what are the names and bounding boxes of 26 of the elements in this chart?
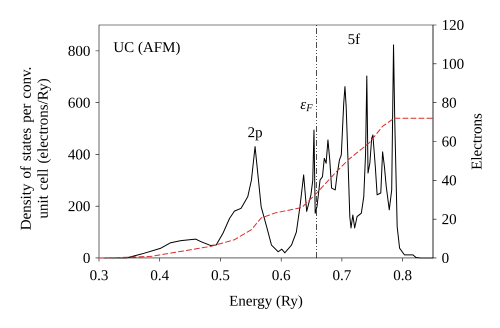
annotation: 5f — [348, 33, 360, 44]
x-tick-label: 0.4 — [150, 270, 169, 280]
y2-tick-label: 60 — [442, 136, 456, 147]
y-tick-label: 600 — [68, 98, 90, 108]
y-tick-label: 800 — [68, 46, 90, 56]
y2-tick-label: 0 — [442, 252, 449, 264]
y2-tick-label: 120 — [442, 20, 464, 30]
y-tick-label: 200 — [68, 201, 90, 212]
ref-line-label: ε$_{F}$ — [300, 102, 313, 112]
y2-tick-label: 100 — [442, 58, 464, 69]
y-tick-label: 400 — [68, 149, 90, 160]
y2-axis-title: Electrons — [471, 114, 482, 170]
annotation: UC (AFM) — [114, 42, 180, 56]
y2-tick-label: 40 — [442, 175, 456, 186]
y-axis-title: Density of states per conv. unit cell (electrons/Ry) — [20, 68, 51, 230]
x-tick-label: 0.3 — [90, 270, 108, 280]
x-tick-label: 0.7 — [333, 270, 351, 280]
y-tick-label: 0 — [83, 252, 90, 264]
y2-tick-label: 80 — [442, 98, 456, 108]
annotation: 2p — [248, 127, 262, 140]
x-tick-label: 0.6 — [272, 270, 290, 280]
line-series — [98, 118, 434, 258]
x-tick-label: 0.5 — [212, 270, 230, 280]
y2-tick-label: 20 — [442, 214, 456, 224]
x-axis-title: Energy (Ry) — [230, 295, 302, 309]
x-tick-label: 0.8 — [394, 270, 412, 280]
